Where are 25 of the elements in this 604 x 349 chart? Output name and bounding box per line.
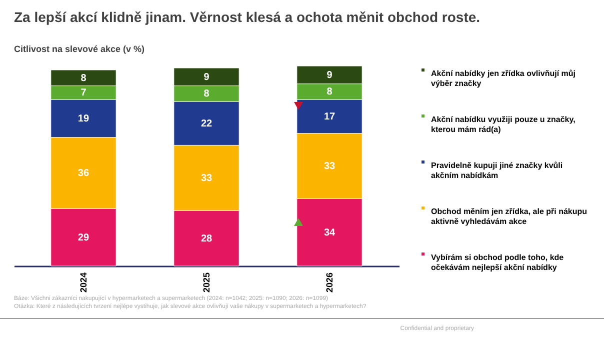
x-tick-label: 2026 [324,272,335,293]
data-label: 19 [78,113,90,124]
legend-label: Akční nabídky jen zřídka ovlivňují můj výběr značky [431,69,576,88]
legend-label: Vybírám si obchod podle toho, kde očekávám nejlepší akční nabídky [431,253,564,272]
data-label: 9 [204,72,210,83]
legend-label: Obchod měním jen zřídka, ale při nákupu aktivně vyhledávám akce [431,207,588,226]
data-label: 9 [326,70,333,81]
chart-title: Za lepší akcí klidně jinam. Věrnost klesá a ochota měnit obchod roste. [14,8,480,25]
data-label: 36 [78,168,90,179]
legend-label: Pravidelně kupuji jiné značky kvůli akčním nabídkám [431,161,563,180]
data-label: 29 [78,232,90,244]
x-tick-label: 2025 [202,272,212,293]
data-label: 22 [200,118,212,130]
data-label: 8 [204,88,210,100]
data-label: 8 [326,86,333,98]
data-label: 33 [200,172,212,184]
legend-label: Akční nabídku využiji pouze u značky, kterou mám rád(a) [431,115,576,134]
data-label: 8 [80,72,87,84]
data-label: 34 [324,227,336,238]
data-label: 28 [200,233,212,244]
data-label: 7 [80,88,87,99]
chart-subtitle: Citlivost na slevové akce (v %) [14,44,145,54]
x-tick-label: 2024 [78,272,88,293]
data-label: 17 [324,111,336,122]
data-label: 33 [324,161,336,172]
